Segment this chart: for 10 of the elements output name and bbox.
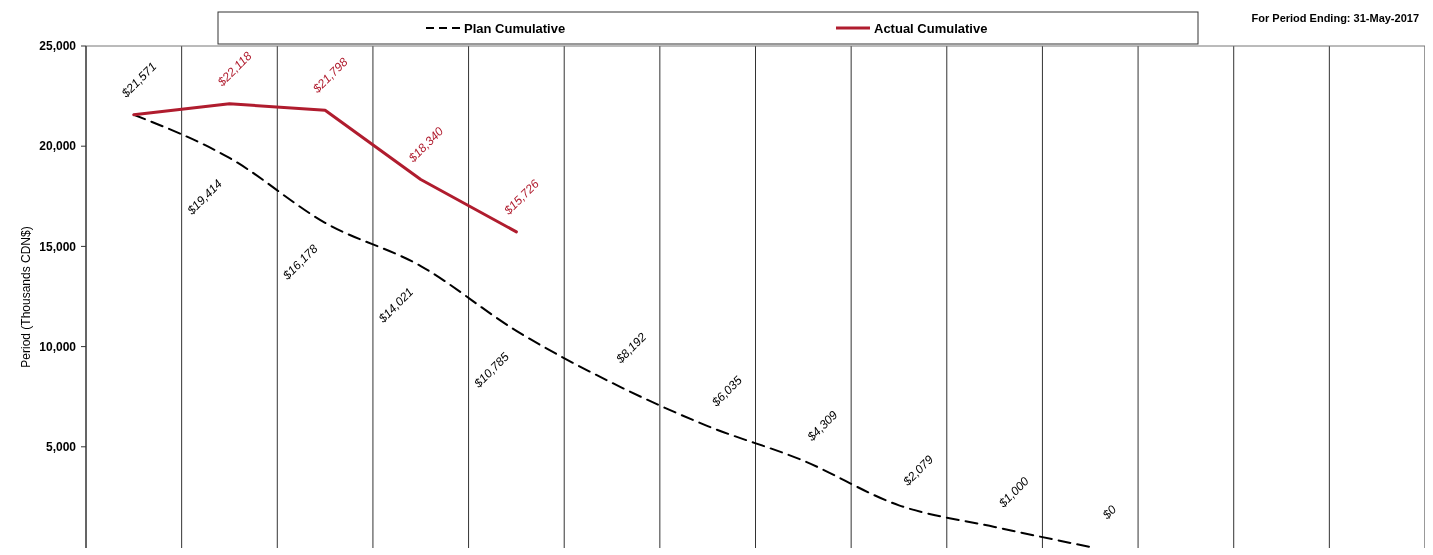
y-tick-label: 25,000 bbox=[39, 39, 77, 54]
y-tick-label: 5,000 bbox=[45, 440, 77, 454]
text: For Period Ending: 31-May-2017 bbox=[1251, 12, 1419, 24]
y-tick-label: 15,000 bbox=[39, 239, 77, 254]
legend-label: Actual Cumulative bbox=[874, 20, 988, 36]
y-axis-title: Period (Thousands CDN$) bbox=[19, 226, 33, 368]
legend-label: Plan Cumulative bbox=[464, 20, 566, 36]
data-label: $0 bbox=[1099, 502, 1120, 523]
y-tick-label: 10,000 bbox=[39, 339, 77, 354]
y-tick-label: 20,000 bbox=[39, 139, 77, 154]
